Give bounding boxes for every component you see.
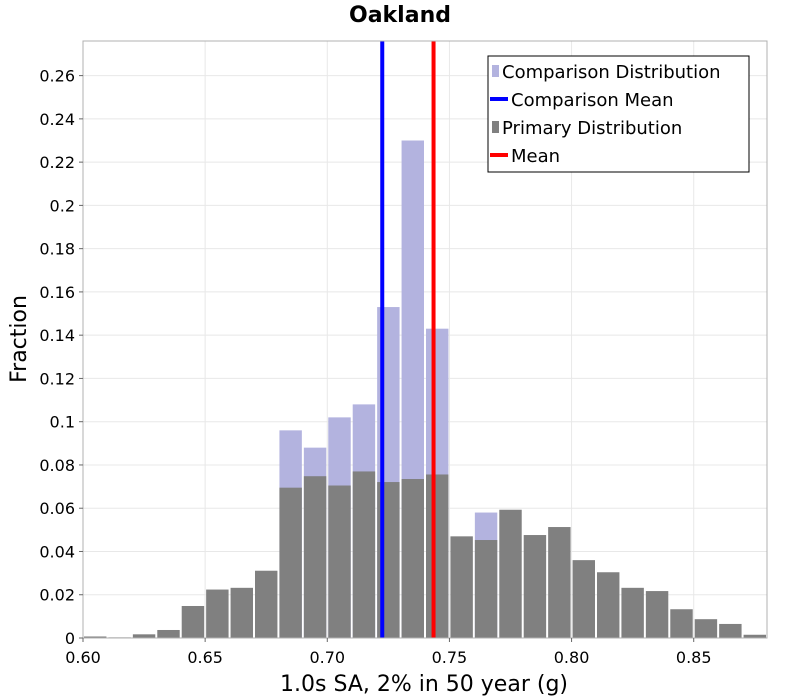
primary-bar — [279, 487, 302, 638]
primary-bar — [84, 636, 107, 638]
legend-label: Primary Distribution — [502, 118, 682, 139]
primary-bar — [523, 535, 547, 638]
legend-label: Mean — [511, 146, 560, 167]
primary-bar — [255, 570, 278, 638]
y-tick-label: 0.14 — [39, 326, 75, 345]
legend-box — [487, 55, 750, 173]
primary-bar — [206, 589, 229, 638]
primary-bar — [499, 509, 522, 638]
y-tick-label: 0.1 — [50, 413, 75, 432]
primary-bar — [450, 536, 473, 638]
primary-bar — [474, 540, 498, 638]
plot-border — [82, 40, 768, 639]
primary-bar — [426, 474, 449, 638]
primary-bar — [645, 591, 669, 638]
primary-bar — [352, 471, 376, 638]
primary-bar — [157, 629, 180, 638]
x-tick-label: 0.60 — [65, 648, 101, 667]
primary-bar — [548, 527, 571, 638]
y-tick-label: 0.16 — [39, 283, 75, 302]
primary-bar — [719, 623, 742, 638]
legend-label: Comparison Mean — [511, 90, 674, 111]
y-tick-label: 0.06 — [39, 499, 75, 518]
chart-title: Oakland — [349, 3, 451, 28]
legend-label: Comparison Distribution — [502, 62, 721, 83]
y-tick-label: 0.12 — [39, 369, 75, 388]
primary-bar — [401, 479, 424, 638]
y-tick-label: 0.18 — [39, 240, 75, 259]
primary-bar — [303, 476, 327, 638]
legend-swatch-bar — [492, 121, 499, 133]
primary-bar — [328, 485, 351, 638]
x-axis-title: 1.0s SA, 2% in 50 year (g) — [280, 672, 568, 697]
x-tick-label: 0.85 — [676, 648, 712, 667]
y-tick-label: 0.22 — [39, 153, 75, 172]
primary-series — [84, 471, 766, 638]
primary-bar — [572, 560, 595, 638]
y-tick-label: 0 — [65, 629, 75, 648]
primary-bar — [694, 619, 718, 638]
x-tick-label: 0.70 — [309, 648, 345, 667]
y-tick-label: 0.08 — [39, 456, 75, 475]
y-axis-title: Fraction — [7, 295, 32, 383]
primary-bar — [181, 605, 205, 638]
primary-bar — [670, 609, 693, 638]
primary-bar — [230, 587, 253, 638]
primary-bar — [132, 634, 156, 638]
x-tick-label: 0.75 — [432, 648, 468, 667]
y-tick-label: 0.2 — [50, 196, 75, 215]
legend-swatch-bar — [492, 65, 499, 77]
x-tick-label: 0.80 — [554, 648, 590, 667]
y-tick-label: 0.24 — [39, 110, 75, 129]
primary-bar — [597, 572, 620, 638]
primary-bar — [743, 634, 766, 638]
x-tick-label: 0.65 — [187, 648, 223, 667]
y-tick-label: 0.26 — [39, 67, 75, 86]
y-tick-label: 0.02 — [39, 586, 75, 605]
legend: Comparison Distribution Comparison Mean Pr… — [487, 55, 750, 173]
y-tick-label: 0.04 — [39, 542, 75, 561]
primary-bar — [621, 587, 644, 638]
